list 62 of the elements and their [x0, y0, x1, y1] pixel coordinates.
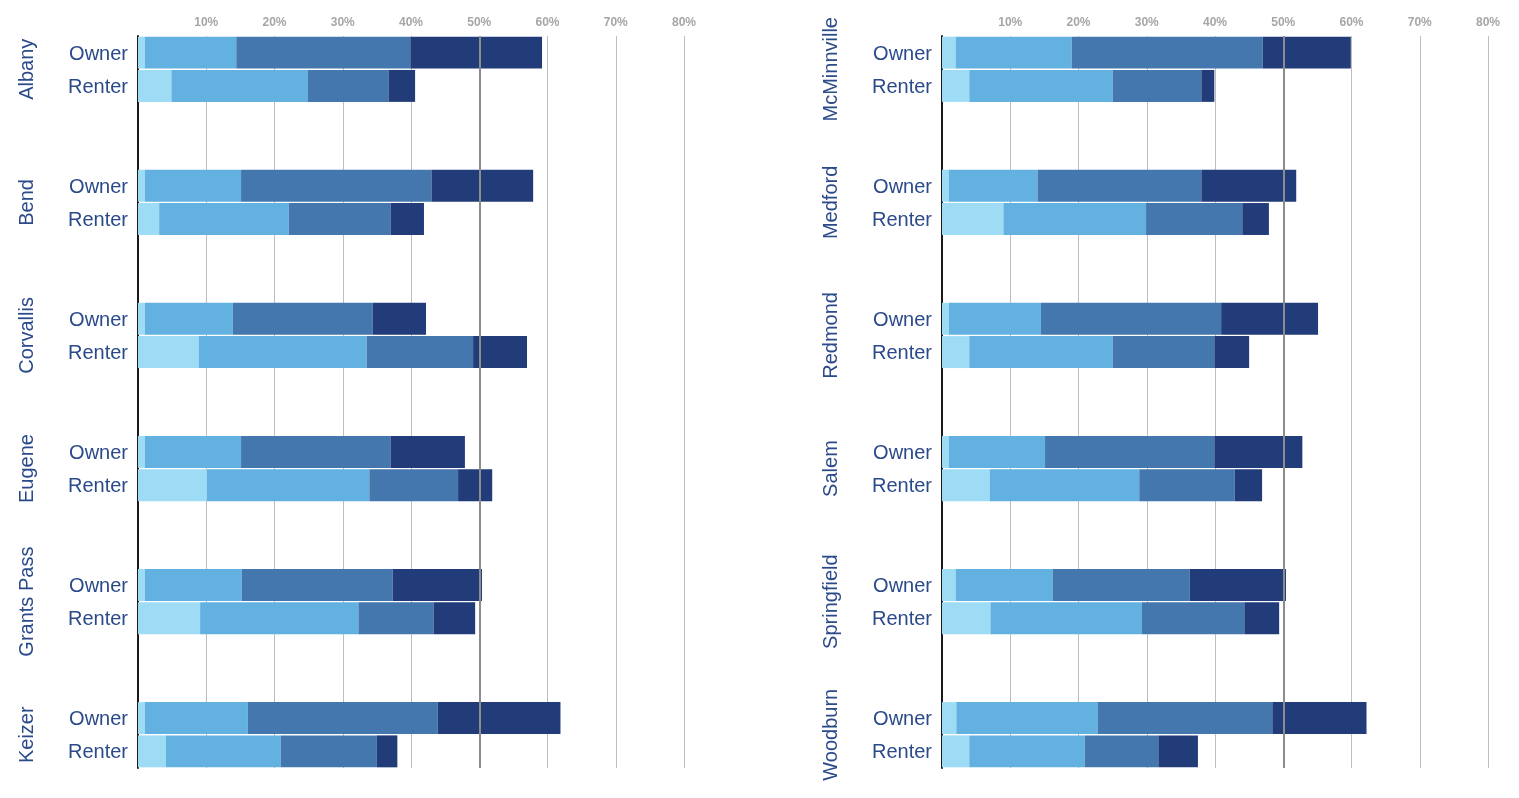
x-tick-label: 50%	[467, 15, 492, 29]
x-tick-label: 40%	[398, 15, 424, 29]
x-tick-label: 10%	[194, 15, 219, 29]
x-tick-label: 60%	[535, 15, 560, 29]
x-tick-label: 40%	[1202, 15, 1228, 29]
y-tick-label: Owner	[69, 707, 129, 730]
y-tick-label: Renter	[67, 74, 129, 97]
text: Salem	[819, 440, 841, 497]
y-tick-label: Owner	[69, 574, 129, 596]
y-tick-label: Renter	[871, 740, 933, 763]
y-tick-label: Owner	[873, 707, 933, 730]
text: Springfield	[819, 554, 841, 649]
y-tick-label: Renter	[67, 607, 129, 630]
bar	[431, 169, 534, 202]
y-tick-label: Renter	[871, 74, 933, 97]
bar	[1272, 702, 1367, 735]
text: Redmond	[819, 292, 841, 379]
y-tick-label: Owner	[69, 307, 129, 330]
text: Grants Pass	[15, 546, 37, 657]
y-tick-label: Renter	[67, 208, 129, 230]
text: Eugene	[15, 434, 37, 504]
y-tick-label: Renter	[871, 341, 933, 364]
y-tick-label: Renter	[67, 341, 129, 364]
text: Medford	[819, 165, 841, 240]
text: McMinnville	[819, 17, 841, 122]
x-tick-label: 10%	[998, 15, 1023, 29]
y-tick-label: Owner	[873, 174, 933, 197]
y-tick-label: Renter	[871, 474, 933, 497]
bar	[376, 735, 398, 768]
bar	[372, 302, 427, 335]
x-tick-label: 60%	[1339, 15, 1364, 29]
x-tick-label: 50%	[1271, 15, 1296, 29]
bar	[390, 203, 424, 235]
y-tick-label: Renter	[871, 607, 933, 630]
x-tick-label: 30%	[330, 15, 356, 29]
bar	[1262, 36, 1351, 69]
text: Corvallis	[15, 297, 37, 374]
y-tick-label: Owner	[69, 440, 129, 463]
x-tick-label: 80%	[671, 15, 697, 29]
x-tick-label: 30%	[1134, 15, 1160, 29]
bar	[473, 336, 528, 369]
x-tick-label: 70%	[1407, 15, 1433, 29]
text: Albany	[15, 38, 37, 100]
x-tick-label: 20%	[1066, 15, 1091, 29]
y-tick-label: Owner	[69, 174, 129, 197]
text: Keizer	[15, 706, 37, 764]
text: Bend	[15, 179, 37, 226]
y-tick-label: Renter	[871, 208, 933, 230]
y-tick-label: Owner	[873, 41, 933, 64]
x-tick-label: 70%	[603, 15, 629, 29]
y-tick-label: Renter	[67, 474, 129, 497]
text: Woodburn	[819, 688, 841, 781]
x-tick-label: 80%	[1475, 15, 1501, 29]
bar	[437, 702, 561, 735]
bar	[1158, 735, 1198, 768]
y-tick-label: Owner	[873, 574, 933, 596]
y-tick-label: Owner	[873, 440, 933, 463]
x-tick-label: 20%	[262, 15, 287, 29]
y-tick-label: Owner	[873, 307, 933, 330]
y-tick-label: Renter	[67, 740, 129, 763]
bar	[1201, 69, 1215, 102]
y-tick-label: Owner	[69, 41, 129, 64]
